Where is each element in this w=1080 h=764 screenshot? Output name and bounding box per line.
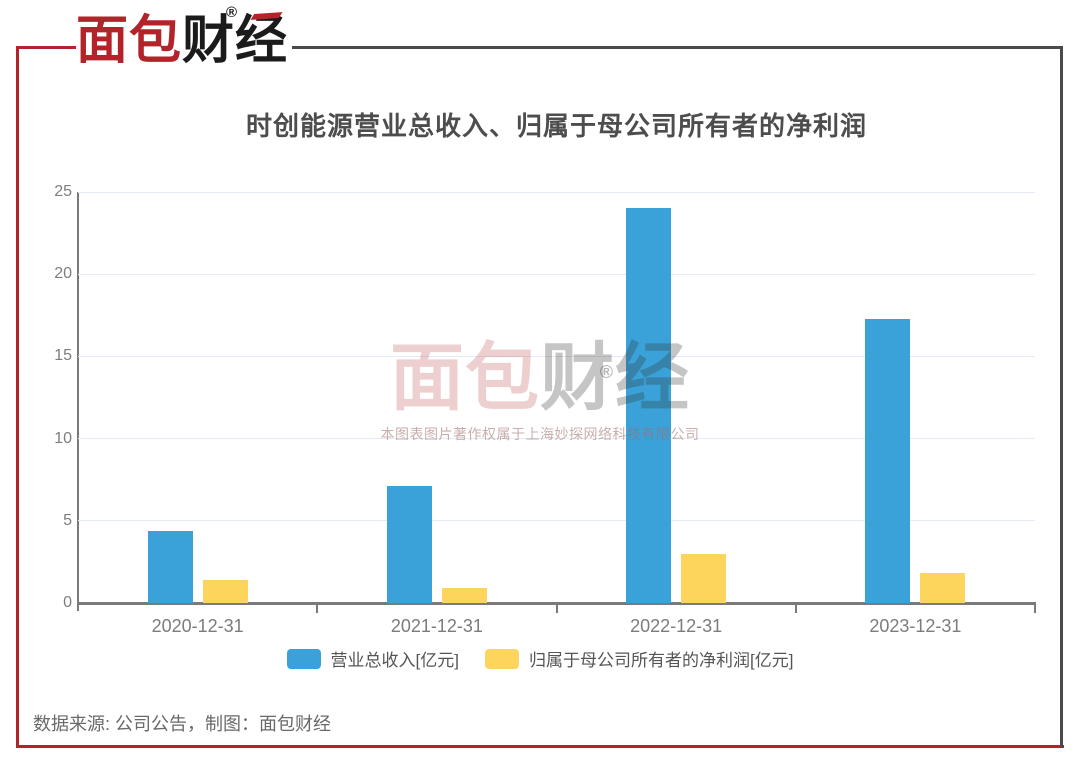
legend-item-series0: 营业总收入[亿元] bbox=[286, 646, 459, 671]
chart-title: 时创能源营业总收入、归属于母公司所有者的净利润 bbox=[245, 111, 867, 141]
frame-red-left-line bbox=[16, 46, 19, 748]
y-axis-line bbox=[77, 192, 79, 611]
bar-series0-2023-12-31 bbox=[865, 318, 911, 603]
gridline-y25 bbox=[78, 191, 1035, 193]
y-axis-tick-label: 0 bbox=[63, 594, 72, 611]
y-axis-tick-label: 5 bbox=[63, 511, 72, 529]
frame-red-bottom-line bbox=[16, 745, 1064, 748]
bar-series1-2021-12-31 bbox=[441, 588, 487, 603]
gridline-y10 bbox=[78, 438, 1035, 440]
frame-gray-top-line bbox=[292, 46, 1063, 49]
x-axis-label: 2022-12-31 bbox=[630, 616, 723, 636]
y-axis-tick-label: 25 bbox=[54, 183, 72, 200]
frame-red-bracket-line bbox=[16, 46, 76, 49]
x-axis-label: 2020-12-31 bbox=[151, 616, 244, 636]
x-axis-tick bbox=[1034, 605, 1036, 613]
bar-series1-2023-12-31 bbox=[920, 573, 966, 603]
legend-label-series0: 营业总收入[亿元] bbox=[330, 651, 459, 670]
y-axis-tick-label: 20 bbox=[54, 265, 72, 283]
legend-item-series1: 归属于母公司所有者的净利润[亿元] bbox=[485, 646, 793, 671]
bar-series1-2022-12-31 bbox=[681, 553, 727, 603]
x-axis-tick bbox=[555, 605, 558, 613]
x-axis-line bbox=[77, 602, 1036, 605]
frame-gray-right-line bbox=[1060, 46, 1063, 748]
data-source-note: 数据来源: 公司公告，制图：面包财经 bbox=[33, 714, 332, 734]
x-axis-label: 2021-12-31 bbox=[390, 616, 483, 636]
bar-series0-2020-12-31 bbox=[147, 530, 193, 603]
registered-trademark-icon: ® bbox=[226, 4, 238, 21]
x-axis-tick bbox=[316, 605, 319, 613]
x-axis-label: 2023-12-31 bbox=[869, 616, 962, 636]
brand-logo-red-part: 面包 bbox=[76, 12, 183, 70]
x-axis-tick bbox=[794, 605, 797, 613]
chart-legend: 营业总收入[亿元] 归属于母公司所有者的净利润[亿元] bbox=[0, 646, 1080, 671]
plot-area: 0 5 10 15 20 25 2020-12-31 2021-12-31 2022-12-31… bbox=[54, 183, 1036, 636]
bar-series1-2020-12-31 bbox=[202, 579, 248, 603]
bar-series0-2022-12-31 bbox=[626, 208, 672, 603]
gridline-y20 bbox=[78, 273, 1035, 275]
legend-label-series1: 归属于母公司所有者的净利润[亿元] bbox=[529, 651, 794, 670]
legend-swatch-series1 bbox=[485, 648, 519, 669]
gridline-y15 bbox=[78, 355, 1035, 357]
legend-swatch-series0 bbox=[286, 648, 321, 669]
brand-logo: 面包财经 bbox=[76, 10, 288, 72]
y-axis-tick-label: 10 bbox=[54, 429, 72, 447]
brand-logo-black-part: 财经 bbox=[182, 12, 289, 70]
bar-series0-2021-12-31 bbox=[386, 486, 432, 603]
y-axis-tick-label: 15 bbox=[54, 347, 72, 365]
gridline-y5 bbox=[78, 520, 1035, 522]
